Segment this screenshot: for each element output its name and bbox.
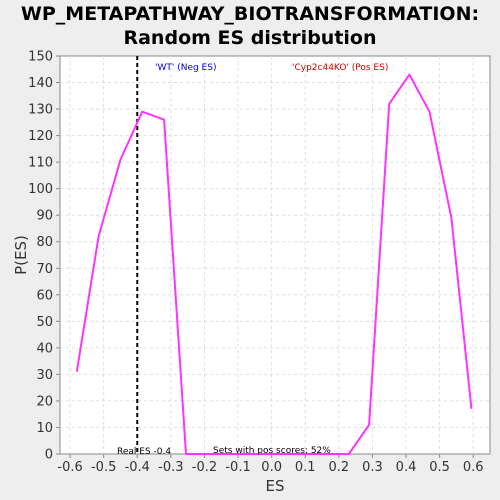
x-tick-label: 0.5 [429,460,450,475]
sets-with-pos-scores-label: Sets with pos scores: 52% [213,446,331,456]
y-tick-label: 110 [28,156,53,171]
x-tick-label: 0.3 [362,460,383,475]
x-tick-label: -0.6 [57,460,82,475]
es-distribution-line [75,73,473,455]
y-tick-label: 50 [36,315,53,330]
ticks: -0.6 -0.5 -0.4 -0.3 -0.2 -0.1 0.0 0.1 0.2 0.3 0.4 0… [28,50,483,476]
y-axis-label: P(ES) [12,235,30,275]
x-tick-label: 0.1 [295,460,316,475]
y-tick-label: 40 [36,341,53,356]
pos-es-label: 'Cyp2c44KO' (Pos ES) [292,63,388,73]
annotations: 'WT' (Neg ES) 'Cyp2c44KO' (Pos ES) Real … [117,63,388,457]
series-layer [75,56,473,455]
x-tick-label: -0.1 [225,460,250,475]
x-axis-label: ES [266,477,285,495]
y-tick-label: 10 [36,421,53,436]
x-tick-label: 0.2 [328,460,349,475]
x-tick-label: 0.0 [261,460,282,475]
real-es-label: Real ES -0.4 [117,447,171,457]
x-tick-label: -0.3 [158,460,183,475]
chart-title-line1: WP_METAPATHWAY_BIOTRANSFORMATION: [20,3,480,25]
y-tick-label: 60 [36,288,53,303]
y-tick-label: 150 [28,50,53,65]
neg-es-label: 'WT' (Neg ES) [155,63,216,73]
plot-area [59,55,491,455]
y-tick-label: 130 [28,103,53,118]
x-tick-label: 0.4 [396,460,417,475]
y-tick-label: 20 [36,394,53,409]
x-tick-label: -0.4 [125,460,150,475]
y-tick-label: 80 [36,235,53,250]
x-tick-label: -0.2 [192,460,217,475]
y-tick-label: 100 [28,182,53,197]
y-tick-label: 70 [36,262,53,277]
chart-title-line2: Random ES distribution [123,27,377,49]
y-tick-label: 0 [45,448,53,463]
x-tick-label: -0.5 [91,460,116,475]
y-tick-label: 90 [36,209,53,224]
y-tick-label: 30 [36,368,53,383]
x-tick-label: 0.6 [463,460,484,475]
y-tick-label: 140 [28,76,53,91]
y-tick-label: 120 [28,129,53,144]
chart-title: WP_METAPATHWAY_BIOTRANSFORMATION: Random… [0,2,500,50]
